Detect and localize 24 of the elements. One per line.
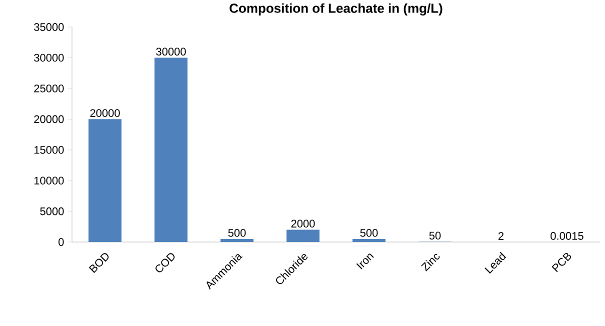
bar	[88, 119, 122, 242]
chart-title: Composition of Leachate in (mg/L)	[230, 3, 442, 16]
data-label: 30000	[156, 48, 186, 56]
y-tick-label: 0	[58, 238, 64, 246]
bar	[352, 238, 386, 242]
y-tick-label: 35000	[34, 23, 64, 31]
bar	[220, 238, 254, 242]
y-tick-label: 20000	[34, 115, 64, 124]
x-tick-label: Zinc	[421, 254, 440, 272]
y-tick-label: 5000	[40, 207, 64, 216]
y-tick-label: 15000	[34, 146, 64, 154]
data-label: 0.0015	[550, 232, 584, 240]
bar	[286, 230, 320, 242]
data-label: 500	[228, 228, 246, 237]
y-tick-label: 30000	[34, 54, 64, 62]
y-tick-label: 25000	[34, 84, 64, 92]
y-tick-label: 10000	[34, 176, 64, 184]
data-label: 500	[360, 228, 378, 237]
data-label: 50	[429, 232, 441, 240]
data-label: 2000	[291, 220, 315, 228]
data-label: 2	[498, 232, 504, 240]
bar	[154, 58, 188, 242]
x-tick-label: Iron	[356, 254, 374, 270]
data-label: 20000	[90, 109, 120, 117]
